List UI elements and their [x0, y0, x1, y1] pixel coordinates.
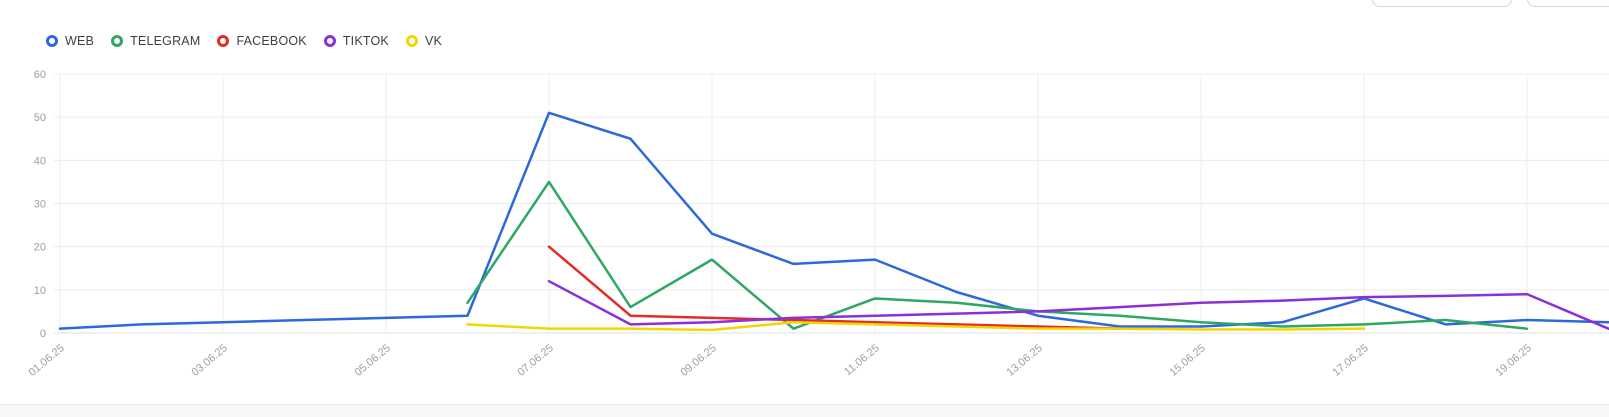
y-axis-tick-label: 0: [40, 328, 46, 340]
series-line-tiktok: [547, 279, 1609, 330]
y-axis-tick-label: 40: [34, 155, 46, 167]
series-line-facebook: [547, 245, 1121, 330]
x-axis-tick-label: 05.06.25: [352, 342, 393, 379]
chart-legend: WEB TELEGRAM FACEBOOK TIKTOK VK: [46, 34, 442, 48]
y-axis-tick-label: 30: [34, 199, 46, 211]
legend-item-web[interactable]: WEB: [46, 34, 94, 48]
x-axis-tick-label: 07.06.25: [515, 342, 556, 379]
line-chart-canvas[interactable]: 0 10 20 30 40 50 60 01.06.25 03.06.25 05.06.25 07.…: [0, 0, 1609, 404]
legend-ring-icon: [46, 35, 58, 47]
legend-ring-icon: [111, 35, 124, 47]
series-line-web: [58, 111, 1609, 330]
series-line-telegram: [466, 180, 1529, 330]
legend-ring-icon: [405, 35, 418, 47]
legend-ring-icon: [217, 35, 230, 47]
x-axis-tick-label: 15.06.25: [1167, 342, 1208, 379]
legend-label: TELEGRAM: [130, 34, 201, 48]
y-axis-tick-label: 60: [34, 69, 46, 81]
x-axis-tick-label: 11.06.25: [842, 342, 882, 378]
legend-label: FACEBOOK: [236, 34, 307, 48]
legend-ring-icon: [323, 35, 336, 47]
series-line-vk: [466, 320, 1366, 332]
x-axis-tick-label: 09.06.25: [678, 342, 719, 379]
y-axis-tick-label: 10: [34, 285, 46, 297]
x-axis-tick-label: 13.06.25: [1004, 342, 1045, 379]
legend-label: TIKTOK: [342, 34, 389, 48]
legend-item-vk[interactable]: VK: [405, 34, 443, 48]
x-axis-tick-label: 01.06.25: [26, 342, 67, 379]
legend-label: WEB: [65, 34, 95, 48]
x-axis-tick-label: 17.06.25: [1330, 342, 1371, 379]
legend-item-tiktok[interactable]: TIKTOK: [323, 34, 389, 48]
bottom-panel-edge: [0, 404, 1609, 417]
x-axis-tick-label: 19.06.25: [1493, 342, 1534, 379]
legend-item-telegram[interactable]: TELEGRAM: [111, 34, 200, 48]
x-axis-tick-label: 03.06.25: [189, 342, 230, 379]
y-axis-tick-label: 50: [34, 112, 46, 124]
legend-label: VK: [424, 34, 443, 48]
legend-item-facebook[interactable]: FACEBOOK: [217, 34, 307, 48]
y-axis-tick-label: 20: [34, 242, 46, 254]
toolbar-input-2[interactable]: [1527, 0, 1609, 7]
